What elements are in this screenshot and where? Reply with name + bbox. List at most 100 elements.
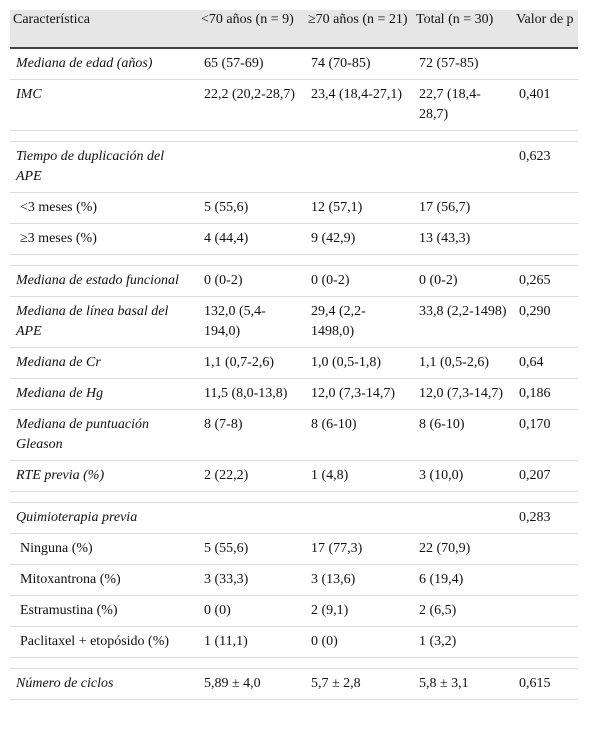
table-row: <3 meses (%) 5 (55,6) 12 (57,1) 17 (56,7) (10, 192, 578, 224)
cell: 22,7 (18,4-28,7) (413, 79, 513, 131)
cell: 0,64 (513, 347, 578, 379)
spacer-cell (198, 254, 305, 266)
spacer-row (10, 130, 578, 142)
column-header: Valor de p (513, 10, 578, 49)
spacer-cell (198, 130, 305, 142)
row-label: Mediana de Cr (10, 347, 198, 379)
row-label: Mediana de Hg (10, 378, 198, 410)
cell: 0,623 (513, 141, 578, 193)
spacer-cell (10, 491, 198, 503)
cell: 11,5 (8,0-13,8) (198, 378, 305, 410)
spacer-cell (413, 657, 513, 669)
spacer-cell (198, 491, 305, 503)
column-header: <70 años (n = 9) (198, 10, 305, 49)
cell (413, 502, 513, 534)
cell: 13 (43,3) (413, 223, 513, 255)
table-row: ≥3 meses (%) 4 (44,4) 9 (42,9) 13 (43,3) (10, 223, 578, 255)
row-label: Mediana de estado funcional (10, 265, 198, 297)
row-label: <3 meses (%) (10, 192, 198, 224)
cell: 5,8 ± 3,1 (413, 668, 513, 700)
cell: 0,401 (513, 79, 578, 131)
cell (305, 502, 413, 534)
cell (513, 48, 578, 80)
data-table: Característica <70 años (n = 9) ≥70 años (… (10, 10, 578, 700)
table-row: IMC 22,2 (20,2-28,7) 23,4 (18,4-27,1) 22,7 … (10, 79, 578, 131)
table-row: RTE previa (%) 2 (22,2) 1 (4,8) 3 (10,0) 0,2… (10, 460, 578, 492)
cell: 1 (3,2) (413, 626, 513, 658)
cell: 0,186 (513, 378, 578, 410)
cell: 0 (0-2) (413, 265, 513, 297)
spacer-cell (10, 130, 198, 142)
table-row: Mediana de estado funcional 0 (0-2) 0 (0-2… (10, 265, 578, 297)
row-label: RTE previa (%) (10, 460, 198, 492)
cell: 12 (57,1) (305, 192, 413, 224)
cell: 33,8 (2,2-1498) (413, 296, 513, 348)
cell: 2 (9,1) (305, 595, 413, 627)
cell: 29,4 (2,2-1498,0) (305, 296, 413, 348)
cell: 132,0 (5,4-194,0) (198, 296, 305, 348)
cell (198, 502, 305, 534)
cell: 22 (70,9) (413, 533, 513, 565)
table-row: Mediana de línea basal del APE 132,0 (5,4… (10, 296, 578, 348)
table-row: Tiempo de duplicación del APE 0,623 (10, 141, 578, 193)
table-row: Mediana de edad (años) 65 (57-69) 74 (70-8… (10, 48, 578, 80)
table-row: Mediana de Hg 11,5 (8,0-13,8) 12,0 (7,3-14… (10, 378, 578, 410)
table-row: Estramustina (%) 0 (0) 2 (9,1) 2 (6,5) (10, 595, 578, 627)
cell: 1,0 (0,5-1,8) (305, 347, 413, 379)
cell: 9 (42,9) (305, 223, 413, 255)
cell: 8 (6-10) (305, 409, 413, 461)
cell (513, 223, 578, 255)
spacer-cell (413, 491, 513, 503)
row-label: IMC (10, 79, 198, 131)
cell (305, 141, 413, 193)
spacer-cell (305, 130, 413, 142)
row-label: Mediana de edad (años) (10, 48, 198, 80)
column-header: ≥70 años (n = 21) (305, 10, 413, 49)
cell: 5 (55,6) (198, 192, 305, 224)
column-header: Característica (10, 10, 198, 49)
row-label: Número de ciclos (10, 668, 198, 700)
spacer-cell (10, 657, 198, 669)
row-label: Quimioterapia previa (10, 502, 198, 534)
cell: 5,89 ± 4,0 (198, 668, 305, 700)
cell: 6 (19,4) (413, 564, 513, 596)
cell: 1,1 (0,5-2,6) (413, 347, 513, 379)
spacer-cell (513, 254, 578, 266)
cell: 0 (0-2) (198, 265, 305, 297)
spacer-row (10, 657, 578, 669)
cell: 8 (7-8) (198, 409, 305, 461)
cell: 2 (6,5) (413, 595, 513, 627)
spacer-cell (305, 657, 413, 669)
spacer-cell (513, 657, 578, 669)
spacer-cell (413, 130, 513, 142)
cell: 0,283 (513, 502, 578, 534)
spacer-row (10, 491, 578, 503)
cell: 3 (13,6) (305, 564, 413, 596)
cell: 65 (57-69) (198, 48, 305, 80)
spacer-cell (513, 491, 578, 503)
spacer-cell (305, 254, 413, 266)
cell: 74 (70-85) (305, 48, 413, 80)
cell: 23,4 (18,4-27,1) (305, 79, 413, 131)
cell (513, 626, 578, 658)
cell (513, 564, 578, 596)
cell: 0 (0) (305, 626, 413, 658)
cell: 0,265 (513, 265, 578, 297)
table-row: Paclitaxel + etopósido (%) 1 (11,1) 0 (0) 1… (10, 626, 578, 658)
cell: 17 (77,3) (305, 533, 413, 565)
spacer-cell (513, 130, 578, 142)
spacer-row (10, 254, 578, 266)
spacer-cell (10, 254, 198, 266)
cell: 72 (57-85) (413, 48, 513, 80)
cell (413, 141, 513, 193)
column-header: Total (n = 30) (413, 10, 513, 49)
table-row: Mediana de Cr 1,1 (0,7-2,6) 1,0 (0,5-1,8) 1… (10, 347, 578, 379)
header-row: Característica <70 años (n = 9) ≥70 años (… (10, 10, 578, 49)
table-row: Mediana de puntuación Gleason 8 (7-8) 8 (6… (10, 409, 578, 461)
row-label: Paclitaxel + etopósido (%) (10, 626, 198, 658)
cell: 5 (55,6) (198, 533, 305, 565)
table-row: Número de ciclos 5,89 ± 4,0 5,7 ± 2,8 5,8 ±… (10, 668, 578, 700)
cell (198, 141, 305, 193)
cell: 2 (22,2) (198, 460, 305, 492)
